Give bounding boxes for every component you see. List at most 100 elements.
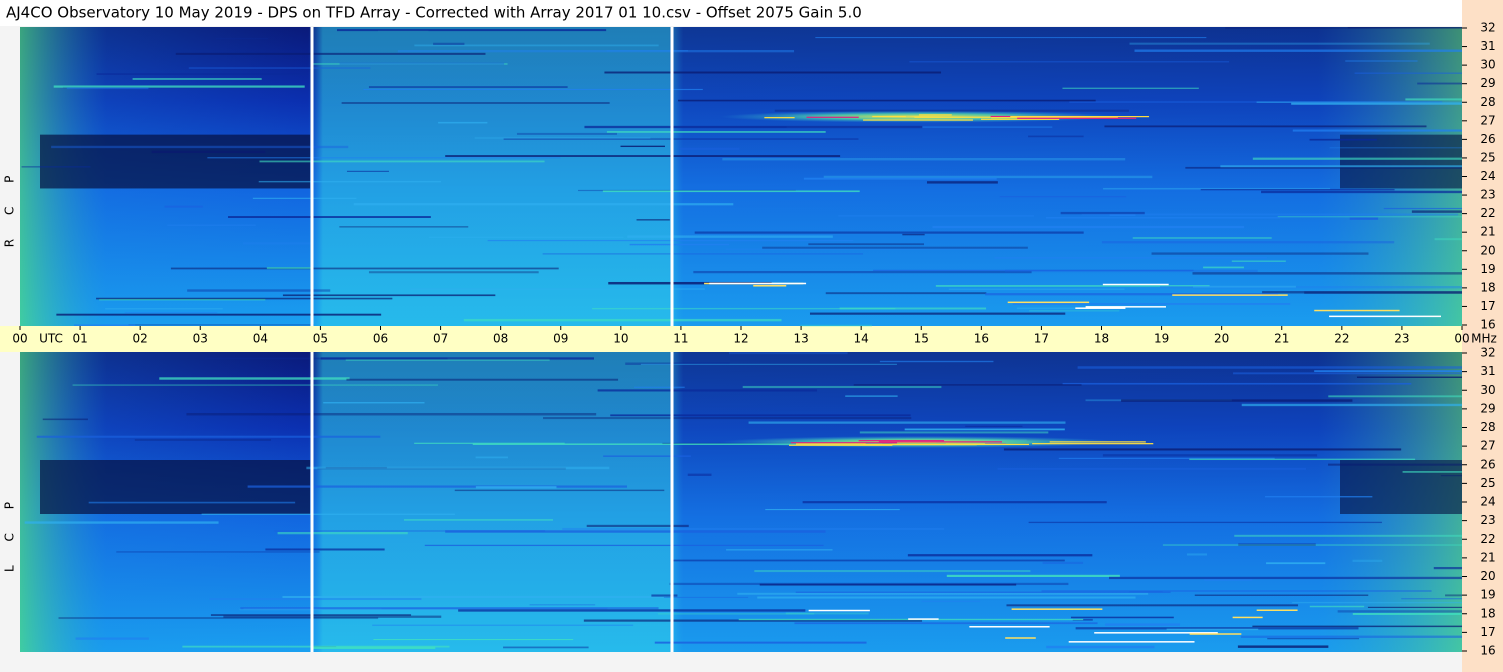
spectrogram-stripe bbox=[694, 231, 1084, 234]
spectrogram-stripe bbox=[1077, 366, 1462, 369]
spectrogram-stripe bbox=[56, 313, 382, 316]
frequency-tick-label: 23 bbox=[1480, 513, 1495, 527]
dark-band bbox=[1340, 134, 1462, 189]
spectrogram-stripe bbox=[346, 170, 389, 172]
spectrogram-stripe bbox=[853, 384, 1082, 386]
spectrogram-stripe bbox=[1062, 87, 1199, 89]
hot-line bbox=[878, 441, 1002, 443]
spectrogram-stripe bbox=[1028, 135, 1084, 138]
time-tick-label: 04 bbox=[253, 332, 268, 346]
spectrogram-stripe bbox=[105, 308, 223, 310]
frequency-tick-label: 24 bbox=[1480, 169, 1495, 183]
spectrogram-stripe bbox=[904, 428, 1065, 431]
frequency-tick-label: 24 bbox=[1480, 495, 1495, 509]
hot-line bbox=[991, 117, 1118, 119]
bright-line bbox=[969, 626, 1050, 628]
spectrogram-stripe bbox=[516, 132, 618, 135]
spectrogram-stripe bbox=[242, 242, 314, 245]
hot-line bbox=[806, 116, 859, 118]
spectrogram-stripe bbox=[932, 225, 1245, 229]
spectrogram-stripe bbox=[1045, 216, 1281, 219]
time-tick-label: 03 bbox=[193, 332, 208, 346]
spectrogram-stripe bbox=[474, 137, 651, 139]
spectrogram-stripe bbox=[1402, 471, 1462, 473]
spectrogram-stripe bbox=[341, 102, 610, 104]
spectrogram-stripe bbox=[1354, 72, 1462, 74]
hot-line bbox=[863, 119, 973, 121]
spectrogram-stripe bbox=[207, 157, 561, 159]
frequency-tick-label: 22 bbox=[1480, 206, 1495, 220]
frequency-tick-label: 17 bbox=[1480, 625, 1495, 639]
panel-label: L C P bbox=[3, 492, 17, 572]
frequency-tick-label: 16 bbox=[1480, 644, 1495, 658]
spectrogram-stripe bbox=[994, 257, 1268, 259]
spectrogram-stripe bbox=[472, 443, 883, 445]
spectrogram-stripe bbox=[201, 513, 455, 515]
time-tick-label: 00 bbox=[12, 332, 27, 346]
spectrogram-stripe bbox=[543, 417, 912, 420]
spectrogram-stripe bbox=[1105, 623, 1181, 626]
spectrogram-stripe bbox=[414, 442, 565, 444]
spectrogram-stripe bbox=[128, 324, 314, 326]
spectrogram-stripe bbox=[1185, 166, 1462, 169]
frequency-tick-label: 31 bbox=[1480, 364, 1495, 378]
spectrogram-stripe bbox=[265, 548, 385, 551]
spectrogram-stripe bbox=[414, 44, 659, 47]
spectrogram-stripe bbox=[274, 530, 546, 532]
spectrogram-stripe bbox=[663, 596, 749, 598]
spectrogram-stripe bbox=[795, 591, 1171, 593]
spectrogram-stripe bbox=[266, 267, 314, 270]
spectrogram-stripe bbox=[627, 235, 833, 238]
spectrogram-stripe bbox=[1192, 272, 1462, 275]
spectrogram-stripe bbox=[678, 99, 1096, 102]
frequency-tick-label: 31 bbox=[1480, 39, 1495, 53]
spectrogram-stripe bbox=[1003, 448, 1402, 451]
spectrogram-stripe bbox=[845, 395, 898, 397]
spectrogram-stripe bbox=[997, 467, 1307, 470]
spectrogram-stripe bbox=[999, 196, 1127, 198]
bright-line bbox=[1102, 283, 1169, 286]
frequency-tick-label: 17 bbox=[1480, 299, 1495, 313]
frequency-tick-label: 27 bbox=[1480, 113, 1495, 127]
spectrogram-stripe bbox=[1166, 628, 1259, 631]
spectrogram-stripe bbox=[503, 646, 589, 649]
spectrogram-stripe bbox=[1005, 269, 1258, 273]
spectrogram-stripe bbox=[839, 307, 987, 310]
spectrogram-stripe bbox=[1329, 147, 1462, 149]
spectrogram-stripe bbox=[606, 131, 826, 133]
spectrogram-stripe bbox=[608, 281, 772, 285]
gap-line bbox=[310, 352, 314, 652]
spectrogram-stripe bbox=[948, 288, 1125, 291]
frequency-tick-label: 23 bbox=[1480, 188, 1495, 202]
spectrogram-stripe bbox=[475, 486, 557, 489]
spectrogram-stripe bbox=[1265, 496, 1373, 498]
bright-line bbox=[1075, 307, 1126, 309]
spectrogram-stripe bbox=[503, 138, 859, 140]
spectrogram-stripe bbox=[629, 243, 730, 246]
frequency-tick-label: 28 bbox=[1480, 95, 1495, 109]
spectrogram-stripe bbox=[36, 435, 381, 438]
spectrogram-stripe bbox=[487, 239, 854, 242]
bright-line bbox=[1256, 609, 1298, 611]
spectrogram-stripe bbox=[625, 362, 730, 365]
spectrogram-stripe bbox=[445, 155, 841, 157]
time-tick-label: 13 bbox=[793, 332, 808, 346]
hot-line bbox=[918, 114, 952, 116]
hot-line bbox=[872, 115, 906, 118]
frequency-tick-label: 20 bbox=[1480, 569, 1495, 583]
bright-line bbox=[709, 282, 807, 285]
spectrogram-panel bbox=[20, 352, 1462, 652]
hot-line bbox=[764, 117, 795, 119]
spectrogram-stripe bbox=[124, 312, 218, 314]
spectrogram-stripe bbox=[182, 645, 450, 648]
spectrogram-stripe bbox=[353, 203, 734, 206]
spectrogram-stripe bbox=[159, 377, 350, 380]
spectrogram-stripe bbox=[1277, 216, 1462, 218]
spectrogram-stripe bbox=[363, 88, 703, 91]
spectrogram-stripe bbox=[1012, 303, 1291, 305]
spectrogram-stripe bbox=[167, 224, 256, 226]
spectrogram-stripe bbox=[1062, 382, 1412, 385]
spectrogram-stripe bbox=[1367, 606, 1462, 608]
spectrogram-stripe bbox=[1046, 645, 1155, 649]
spectrogram-stripe bbox=[1237, 645, 1329, 648]
